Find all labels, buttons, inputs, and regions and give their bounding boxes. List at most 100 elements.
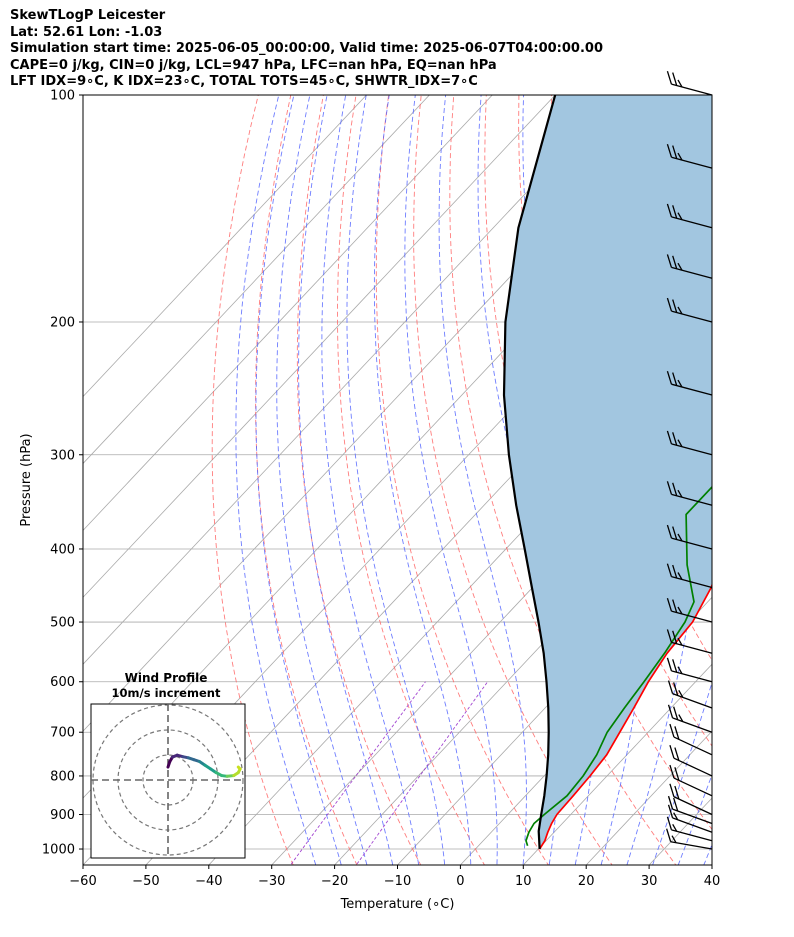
barb-staff: [672, 817, 713, 833]
barb-flag: [674, 747, 680, 761]
barb-staff: [671, 383, 713, 396]
barb-staff: [671, 310, 713, 323]
wind-barb: [667, 795, 713, 825]
x-tick-label: −10: [384, 874, 411, 889]
wind-barb: [666, 828, 713, 850]
y-tick-label: 1000: [42, 843, 75, 858]
barb-flag: [666, 144, 673, 158]
wind-barb: [669, 764, 713, 797]
barb-flag: [678, 690, 684, 698]
dry-adiabat: [741, 61, 794, 881]
barb-flag: [677, 533, 683, 542]
barb-flag: [666, 597, 673, 612]
barb-staff: [671, 641, 713, 654]
barb-staff: [673, 777, 713, 797]
barb-flag: [673, 797, 679, 812]
parcel-profile-line: [502, 95, 557, 850]
profile-lines: [502, 95, 712, 850]
moist-adiabat: [346, 95, 446, 865]
isotherm: [83, 95, 493, 532]
wind-barb: [666, 657, 713, 683]
barb-flag: [666, 370, 673, 385]
barb-flag: [666, 524, 673, 539]
barb-flag: [672, 372, 678, 386]
y-tick-label: 700: [50, 726, 75, 741]
dry-adiabat: [337, 95, 486, 865]
barb-staff: [673, 796, 713, 816]
isotherm: [522, 663, 712, 865]
hodograph-title: Wind Profile: [125, 671, 208, 685]
wind-barb: [669, 745, 713, 777]
wind-barb: [666, 203, 713, 229]
barb-flag: [674, 785, 680, 800]
barb-flag: [672, 599, 678, 613]
wind-barb: [666, 70, 713, 96]
barb-flag: [672, 564, 678, 579]
wind-barb: [667, 704, 713, 733]
y-tick-label: 200: [50, 315, 75, 330]
barb-staff: [671, 537, 713, 550]
wind-barb: [666, 816, 713, 842]
dry-adiabat: [413, 95, 613, 865]
barb-staff: [671, 610, 713, 623]
wind-barb: [666, 370, 713, 396]
axes: −60 −50 −40 −30 −20 −10 0 10 20 30 40 100 200 300 400 5…: [19, 89, 720, 913]
barb-flag: [677, 439, 683, 448]
x-axis-label: Temperature (∘C): [340, 897, 455, 912]
barb-flag: [677, 212, 683, 221]
barb-flag: [677, 666, 683, 675]
barb-flag: [677, 637, 683, 646]
barb-flag: [666, 563, 673, 577]
barb-flag: [677, 489, 683, 498]
isotherm: [585, 730, 712, 865]
barb-flag: [672, 432, 678, 446]
barb-flag: [672, 823, 678, 832]
dry-adiabat: [375, 95, 549, 865]
temperature-line: [538, 582, 712, 850]
wind-barb: [667, 680, 713, 709]
hodograph-subtitle: 10m/s increment: [112, 686, 221, 700]
barb-staff: [671, 443, 713, 456]
barb-flag: [667, 804, 674, 819]
wind-barb: [666, 629, 713, 654]
barb-flag: [677, 572, 683, 580]
barb-flag: [667, 680, 674, 694]
barb-flag: [677, 79, 683, 88]
dry-adiabat: [773, 61, 794, 881]
x-tick-label: 40: [704, 874, 721, 889]
y-tick-label: 400: [50, 542, 75, 557]
y-tick-label: 500: [50, 616, 75, 631]
barb-flag: [669, 764, 675, 779]
isotherm: [83, 95, 619, 665]
wind-barb: [666, 430, 713, 456]
barb-flag: [673, 682, 679, 696]
y-tick-label: 100: [50, 89, 75, 104]
isotherm: [396, 529, 712, 865]
header-line-station: SkewTLogP Leicester: [10, 8, 166, 23]
barb-flag: [677, 606, 683, 615]
x-tick-label: 10: [515, 874, 532, 889]
barb-flag: [674, 767, 680, 781]
barb-flag: [678, 714, 684, 722]
wind-barb: [666, 144, 713, 169]
x-tick-label: −60: [69, 874, 96, 889]
moist-adiabat: [321, 95, 420, 865]
isotherm: [83, 95, 368, 398]
header-line-cape: CAPE=0 j/kg, CIN=0 j/kg, LCL=947 hPa, LF…: [10, 57, 497, 73]
barb-flag: [672, 205, 678, 219]
barb-flag: [666, 70, 673, 85]
dry-adiabat: [296, 95, 422, 865]
wind-barb: [666, 254, 713, 279]
barb-flag: [672, 630, 678, 644]
barb-flag: [673, 706, 679, 720]
moist-adiabat: [652, 680, 712, 865]
barb-staff: [671, 266, 713, 279]
barb-flag: [666, 828, 672, 842]
barb-flag: [666, 657, 673, 672]
barb-flag: [672, 299, 678, 313]
barb-flag: [666, 430, 673, 445]
isotherm: [761, 60, 794, 880]
wind-barb: [666, 597, 713, 623]
dry-adiabat: [710, 61, 794, 881]
